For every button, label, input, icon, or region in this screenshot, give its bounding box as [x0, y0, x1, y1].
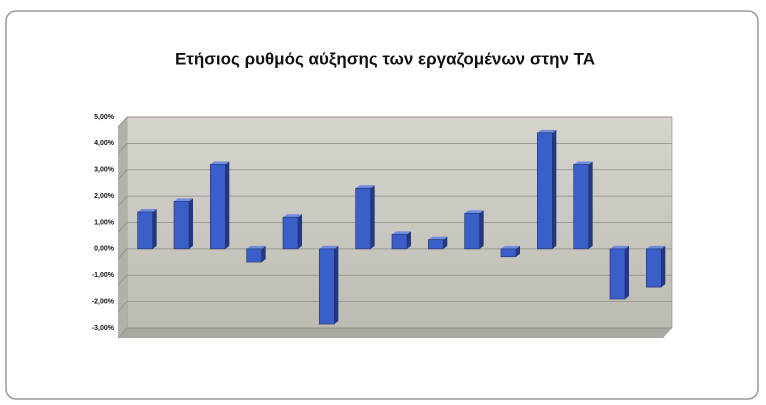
grid-line-side — [117, 116, 128, 128]
bar — [210, 164, 226, 250]
bar-side — [334, 245, 339, 325]
bar-side — [370, 185, 375, 249]
bar-top — [610, 245, 629, 249]
bar — [391, 234, 408, 250]
bar-top — [174, 198, 193, 202]
bar-side — [189, 198, 193, 249]
grid-line-side — [117, 143, 128, 154]
y-tick-label: 3,00% — [94, 167, 115, 174]
grid-line-side — [117, 222, 128, 233]
bar-top — [283, 214, 302, 218]
bar — [246, 248, 262, 263]
bar-top — [355, 185, 375, 189]
bar — [537, 132, 553, 250]
bar-top — [646, 245, 666, 249]
y-tick-label: 0,00% — [94, 246, 115, 253]
chart-title: Ετήσιος ρυθμός αύξησης των εργαζομένων σ… — [175, 49, 595, 68]
bar-top — [573, 161, 593, 165]
y-tick-label: -3,00% — [92, 325, 115, 332]
bar-side — [625, 245, 629, 299]
bar — [173, 201, 190, 250]
bar-side — [661, 245, 666, 288]
grid-line-side — [117, 274, 128, 286]
bar — [282, 216, 299, 250]
grid-line-side — [117, 301, 128, 312]
bar-top — [210, 161, 230, 165]
grid-line-side — [117, 169, 128, 181]
bar-top — [464, 210, 484, 214]
bar — [319, 248, 335, 325]
grid-line-side — [117, 248, 128, 260]
bar — [609, 248, 626, 300]
y-tick-label: 5,00% — [94, 114, 115, 121]
grid-line-side — [117, 195, 128, 207]
grid-line-side — [117, 327, 128, 339]
bar-side — [516, 245, 520, 257]
bar-top — [246, 245, 266, 249]
bar-top — [392, 231, 411, 235]
bar — [646, 248, 662, 288]
bar — [500, 248, 517, 258]
y-tick-label: 1,00% — [94, 219, 115, 226]
bar-top — [137, 208, 157, 212]
bar-top — [537, 129, 557, 133]
bar-top — [319, 245, 339, 249]
bar-side — [152, 208, 157, 249]
y-tick-label: 2,00% — [94, 193, 115, 200]
bar — [573, 164, 589, 250]
bar-side — [588, 161, 593, 249]
bar-side — [225, 161, 230, 249]
bar-side — [407, 231, 411, 249]
bar — [137, 211, 153, 250]
floor — [118, 328, 672, 338]
bar-side — [552, 129, 557, 249]
bar-side — [261, 245, 266, 263]
y-tick-label: -1,00% — [92, 272, 115, 279]
y-tick-label: -2,00% — [92, 298, 115, 305]
bar — [464, 212, 480, 250]
bar-top — [428, 236, 448, 240]
bar-side — [479, 210, 484, 249]
bar — [428, 239, 444, 250]
bar-top — [501, 245, 520, 249]
bar — [355, 187, 371, 250]
bar-side — [298, 214, 302, 249]
y-tick-label: 4,00% — [94, 140, 115, 147]
bar-side — [443, 236, 448, 249]
